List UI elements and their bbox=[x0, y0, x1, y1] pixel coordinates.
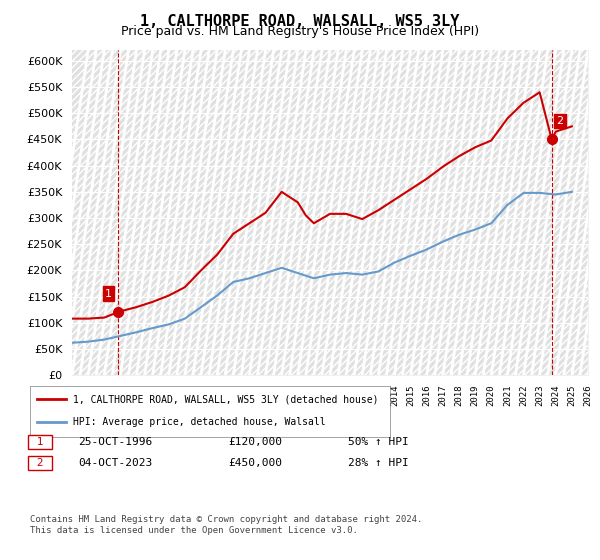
Text: 1, CALTHORPE ROAD, WALSALL, WS5 3LY (detached house): 1, CALTHORPE ROAD, WALSALL, WS5 3LY (det… bbox=[73, 394, 379, 404]
Text: 25-OCT-1996: 25-OCT-1996 bbox=[78, 437, 152, 447]
Text: 2: 2 bbox=[30, 458, 50, 468]
Text: 04-OCT-2023: 04-OCT-2023 bbox=[78, 458, 152, 468]
Text: Contains HM Land Registry data © Crown copyright and database right 2024.
This d: Contains HM Land Registry data © Crown c… bbox=[30, 515, 422, 535]
Text: £120,000: £120,000 bbox=[228, 437, 282, 447]
Text: 2: 2 bbox=[557, 116, 563, 126]
Text: Price paid vs. HM Land Registry's House Price Index (HPI): Price paid vs. HM Land Registry's House … bbox=[121, 25, 479, 38]
Text: 28% ↑ HPI: 28% ↑ HPI bbox=[348, 458, 409, 468]
Text: 1: 1 bbox=[30, 437, 50, 447]
Text: 1: 1 bbox=[105, 288, 112, 298]
Text: 50% ↑ HPI: 50% ↑ HPI bbox=[348, 437, 409, 447]
Text: HPI: Average price, detached house, Walsall: HPI: Average price, detached house, Wals… bbox=[73, 417, 326, 427]
Text: 1, CALTHORPE ROAD, WALSALL, WS5 3LY: 1, CALTHORPE ROAD, WALSALL, WS5 3LY bbox=[140, 14, 460, 29]
Text: £450,000: £450,000 bbox=[228, 458, 282, 468]
